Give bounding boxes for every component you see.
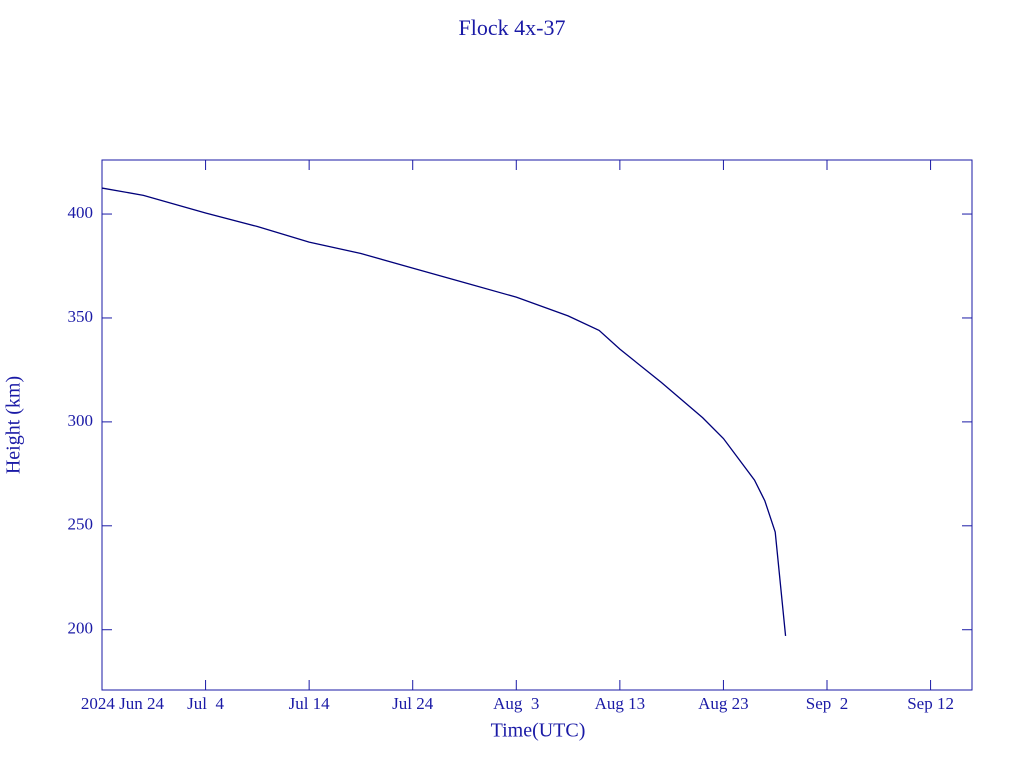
y-tick-label: 400: [68, 203, 94, 222]
x-tick-label: Aug 3: [493, 694, 539, 713]
x-tick-label: Sep 12: [907, 694, 954, 713]
x-axis-title: Time(UTC): [491, 720, 586, 742]
y-axis-title: Height (km): [3, 376, 25, 474]
y-tick-label: 300: [68, 411, 94, 430]
x-tick-label: Sep 2: [806, 694, 849, 713]
x-tick-label: Jul 14: [289, 694, 331, 713]
chart-title: Flock 4x-37: [459, 15, 566, 40]
x-tick-label: 2024 Jun 24: [81, 694, 165, 713]
x-tick-label: Jul 4: [187, 694, 224, 713]
x-tick-label: Aug 13: [595, 694, 646, 713]
x-tick-label: Aug 23: [698, 694, 749, 713]
data-line: [101, 187, 787, 637]
y-tick-label: 200: [68, 619, 94, 638]
y-tick-label: 250: [68, 515, 94, 534]
x-tick-label: Jul 24: [392, 694, 434, 713]
plot-frame: [101, 159, 973, 691]
y-tick-label: 350: [68, 307, 94, 326]
